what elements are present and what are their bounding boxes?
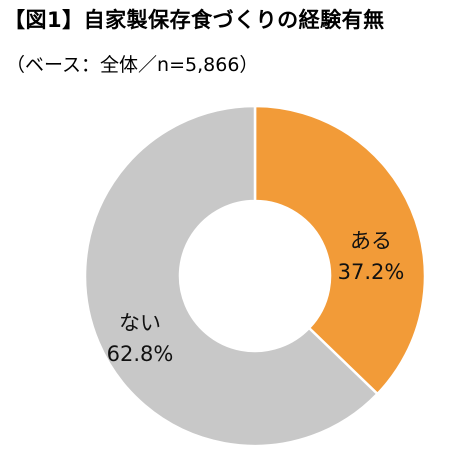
slice-category-label: ある — [350, 229, 392, 253]
donut-slice-2 — [83, 104, 380, 448]
slice-category-label: ない — [119, 311, 161, 335]
chart-title: 【図1】自家製保存食づくりの経験有無 — [4, 8, 385, 32]
slice-value-label: 62.8% — [107, 342, 174, 366]
slice-value-label: 37.2% — [338, 260, 405, 284]
donut-slice-1 — [253, 104, 427, 396]
chart-subtitle: （ベース：全体／n=5,866） — [6, 54, 259, 76]
